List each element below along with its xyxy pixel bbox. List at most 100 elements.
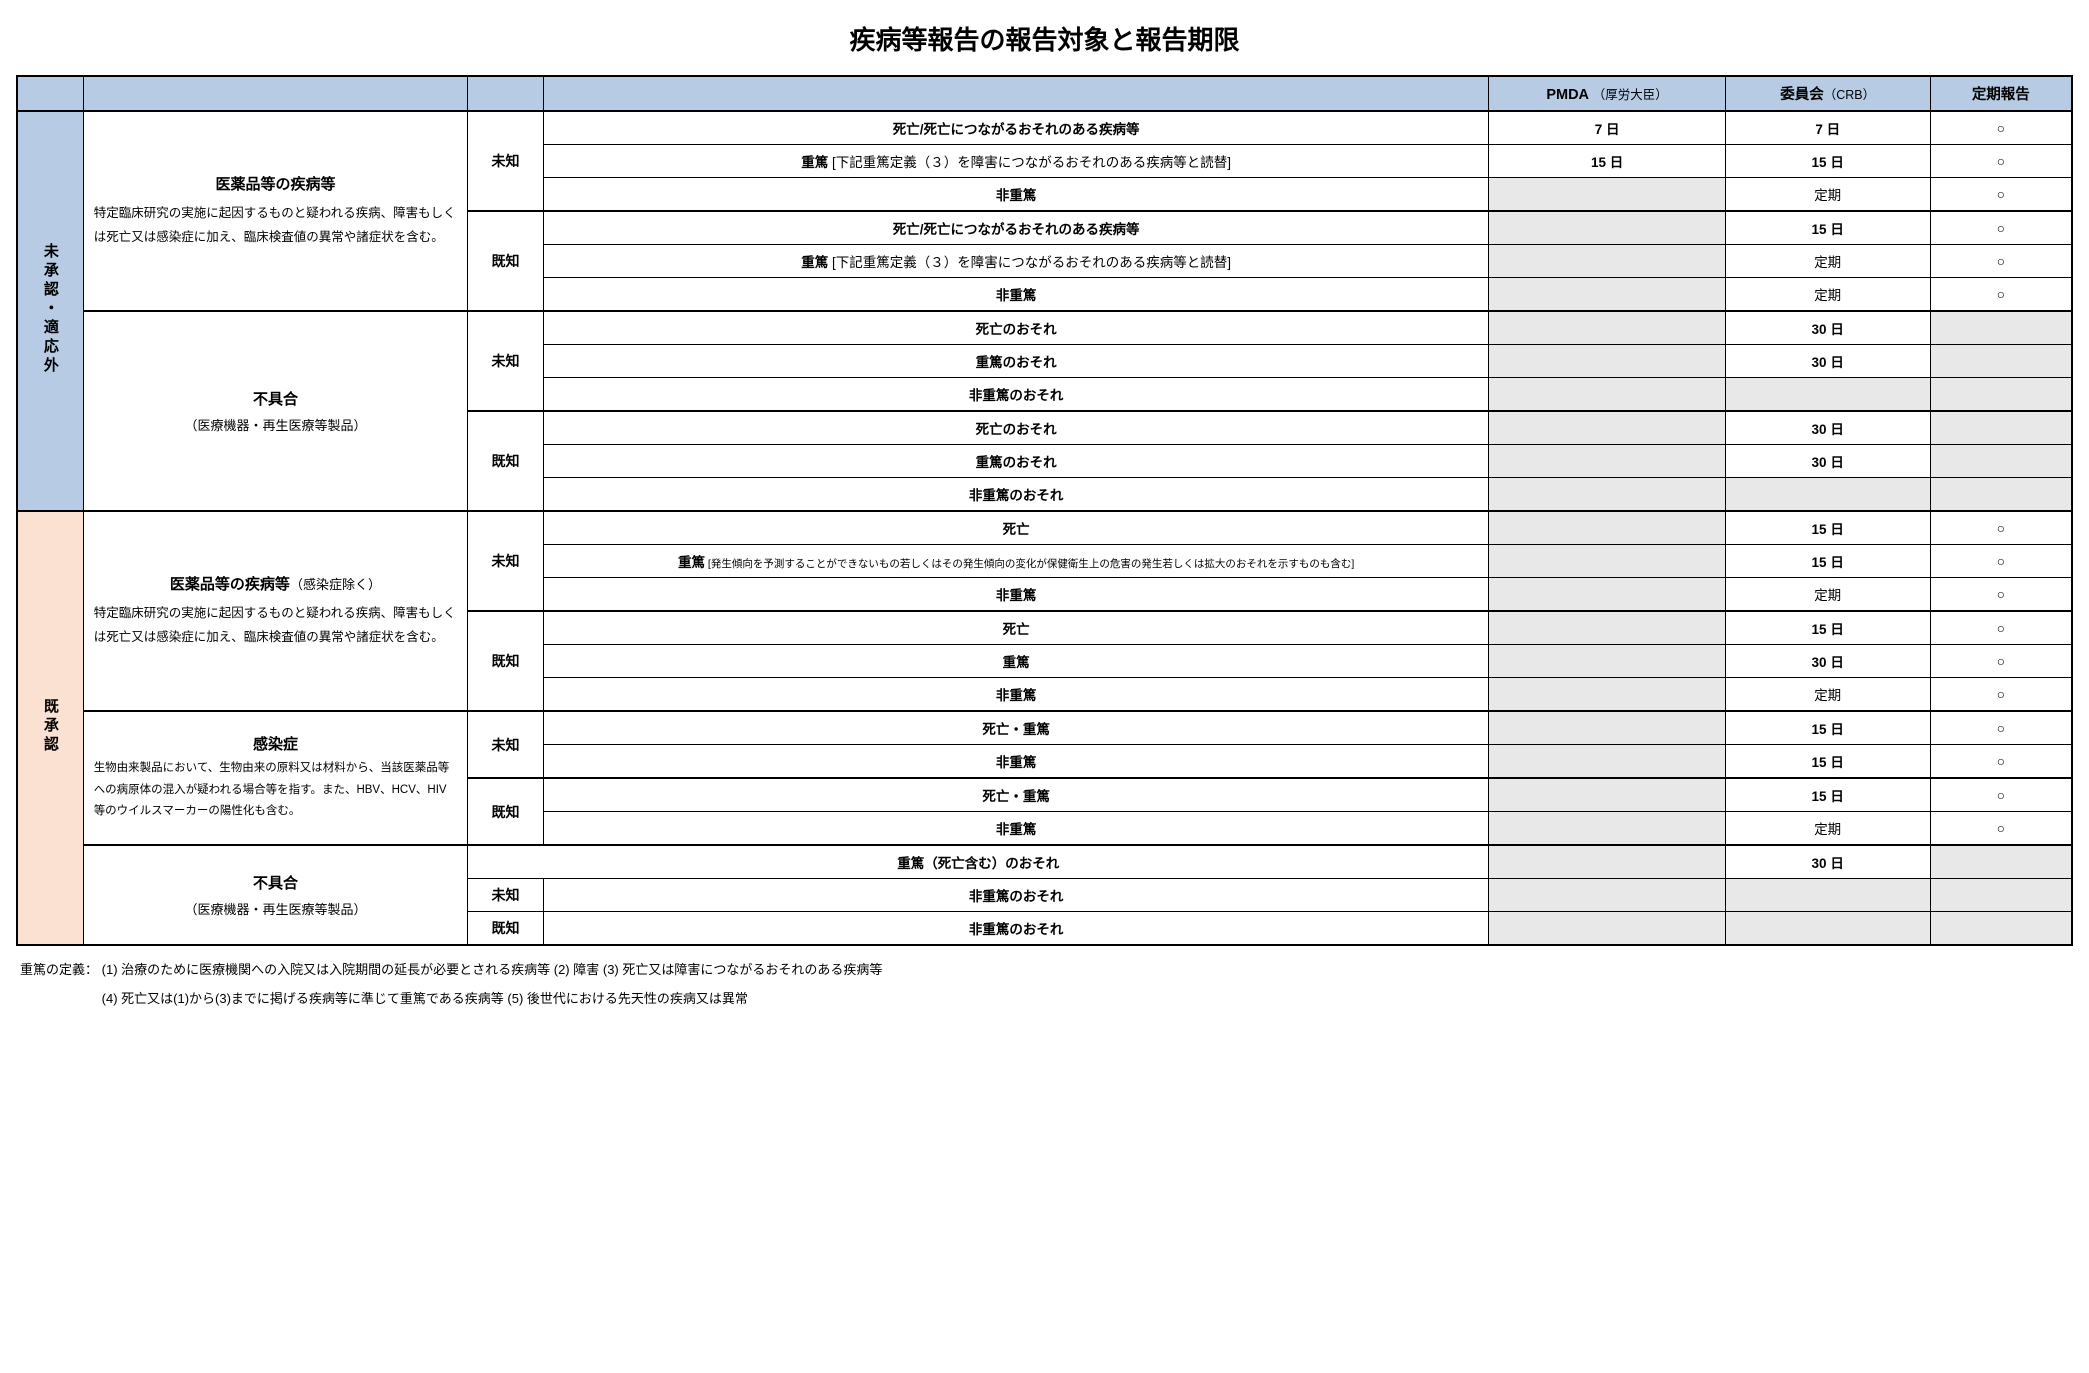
pmda-val xyxy=(1489,645,1725,678)
per-val: ○ xyxy=(1930,178,2072,212)
crb-val: 15 日 xyxy=(1725,545,1930,578)
desc: 重篤 [発生傾向を予測することができないもの若しくはその発生傾向の変化が保健衛生… xyxy=(543,545,1489,578)
crb-val: 30 日 xyxy=(1725,845,1930,879)
crb-val: 15 日 xyxy=(1725,778,1930,812)
pmda-val xyxy=(1489,912,1725,946)
pmda-val xyxy=(1489,211,1725,245)
known-known: 既知 xyxy=(468,778,544,845)
per-val xyxy=(1930,845,2072,879)
per-val: ○ xyxy=(1930,611,2072,645)
hdr-pmda: PMDA （厚労大臣） xyxy=(1489,76,1725,111)
per-val: ○ xyxy=(1930,812,2072,846)
per-val: ○ xyxy=(1930,645,2072,678)
known-unknown: 未知 xyxy=(468,511,544,611)
crb-val: 15 日 xyxy=(1725,611,1930,645)
group-infection: 感染症 生物由来製品において、生物由来の原料又は材料から、当該医薬品等への病原体… xyxy=(83,711,468,845)
desc: 死亡/死亡につながるおそれのある疾病等 xyxy=(543,211,1489,245)
group-defect2: 不具合 （医療機器・再生医療等製品） xyxy=(83,845,468,945)
per-val xyxy=(1930,478,2072,512)
desc: 非重篤 xyxy=(543,578,1489,612)
per-val: ○ xyxy=(1930,678,2072,712)
hdr-blank1 xyxy=(17,76,83,111)
desc: 重篤 [下記重篤定義（３）を障害につながるおそれのある疾病等と読替] xyxy=(543,245,1489,278)
desc: 非重篤 xyxy=(543,812,1489,846)
pmda-val xyxy=(1489,879,1725,912)
crb-val: 定期 xyxy=(1725,678,1930,712)
crb-val: 30 日 xyxy=(1725,445,1930,478)
cat-approved: 既承認 xyxy=(17,511,83,945)
pmda-val xyxy=(1489,378,1725,412)
crb-val: 7 日 xyxy=(1725,111,1930,145)
crb-val: 15 日 xyxy=(1725,145,1930,178)
pmda-val xyxy=(1489,445,1725,478)
desc: 非重篤 xyxy=(543,745,1489,779)
known-unknown: 未知 xyxy=(468,111,544,211)
crb-val: 30 日 xyxy=(1725,645,1930,678)
crb-val xyxy=(1725,378,1930,412)
pmda-val: 15 日 xyxy=(1489,145,1725,178)
known-unknown: 未知 xyxy=(468,711,544,778)
desc: 死亡のおそれ xyxy=(543,411,1489,445)
group-defect: 不具合 （医療機器・再生医療等製品） xyxy=(83,311,468,511)
crb-val xyxy=(1725,478,1930,512)
per-val: ○ xyxy=(1930,245,2072,278)
desc: 重篤のおそれ xyxy=(543,445,1489,478)
known-known: 既知 xyxy=(468,611,544,711)
group-drug: 医薬品等の疾病等 特定臨床研究の実施に起因するものと疑われる疾病、障害もしくは死… xyxy=(83,111,468,311)
per-val xyxy=(1930,912,2072,946)
crb-val: 定期 xyxy=(1725,245,1930,278)
pmda-val xyxy=(1489,678,1725,712)
hdr-blank2 xyxy=(83,76,468,111)
desc: 死亡のおそれ xyxy=(543,311,1489,345)
crb-val: 定期 xyxy=(1725,278,1930,312)
cat-unapproved: 未承認・適応外 xyxy=(17,111,83,511)
per-val: ○ xyxy=(1930,545,2072,578)
per-val xyxy=(1930,345,2072,378)
pmda-val: 7 日 xyxy=(1489,111,1725,145)
desc: 重篤（死亡含む）のおそれ xyxy=(468,845,1489,879)
pmda-val xyxy=(1489,812,1725,846)
per-val: ○ xyxy=(1930,578,2072,612)
pmda-val xyxy=(1489,711,1725,745)
crb-val: 30 日 xyxy=(1725,311,1930,345)
hdr-blank3 xyxy=(468,76,544,111)
desc: 死亡/死亡につながるおそれのある疾病等 xyxy=(543,111,1489,145)
crb-val: 15 日 xyxy=(1725,745,1930,779)
pmda-val xyxy=(1489,545,1725,578)
hdr-periodic: 定期報告 xyxy=(1930,76,2072,111)
per-val xyxy=(1930,378,2072,412)
per-val: ○ xyxy=(1930,778,2072,812)
known-known: 既知 xyxy=(468,912,544,946)
pmda-val xyxy=(1489,311,1725,345)
per-val: ○ xyxy=(1930,711,2072,745)
per-val xyxy=(1930,411,2072,445)
pmda-val xyxy=(1489,745,1725,779)
desc: 死亡 xyxy=(543,511,1489,545)
pmda-val xyxy=(1489,345,1725,378)
desc: 非重篤のおそれ xyxy=(543,912,1489,946)
pmda-val xyxy=(1489,511,1725,545)
desc: 非重篤 xyxy=(543,178,1489,212)
desc: 非重篤のおそれ xyxy=(543,478,1489,512)
hdr-blank4 xyxy=(543,76,1489,111)
known-known: 既知 xyxy=(468,411,544,511)
per-val: ○ xyxy=(1930,745,2072,779)
desc: 重篤のおそれ xyxy=(543,345,1489,378)
per-val: ○ xyxy=(1930,211,2072,245)
per-val: ○ xyxy=(1930,511,2072,545)
desc: 重篤 xyxy=(543,645,1489,678)
desc: 非重篤 xyxy=(543,678,1489,712)
per-val xyxy=(1930,879,2072,912)
known-known: 既知 xyxy=(468,211,544,311)
crb-val: 定期 xyxy=(1725,178,1930,212)
crb-val: 定期 xyxy=(1725,812,1930,846)
pmda-val xyxy=(1489,845,1725,879)
hdr-crb: 委員会（CRB） xyxy=(1725,76,1930,111)
pmda-val xyxy=(1489,278,1725,312)
desc: 非重篤のおそれ xyxy=(543,378,1489,412)
per-val xyxy=(1930,311,2072,345)
desc: 非重篤のおそれ xyxy=(543,879,1489,912)
crb-val: 30 日 xyxy=(1725,411,1930,445)
pmda-val xyxy=(1489,178,1725,212)
desc: 死亡 xyxy=(543,611,1489,645)
